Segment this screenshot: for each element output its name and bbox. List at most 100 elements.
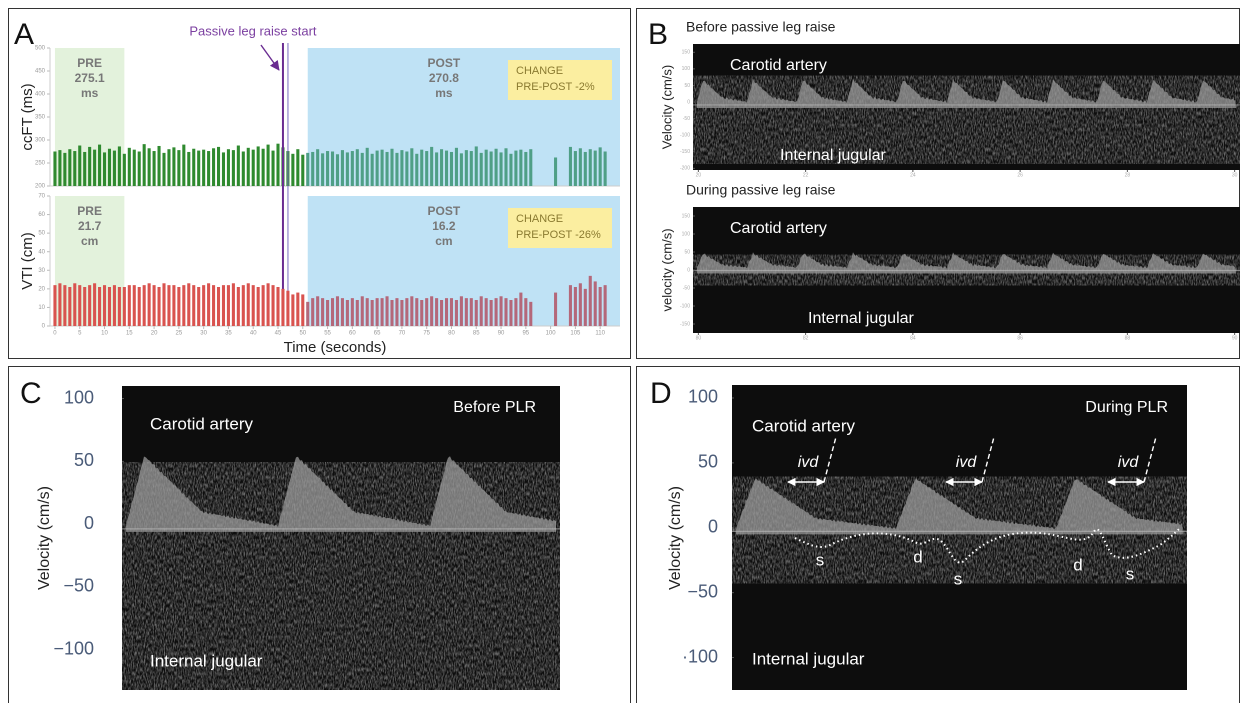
vessel-label: Internal jugular bbox=[752, 649, 865, 668]
bar bbox=[231, 150, 235, 186]
change-text: CHANGE bbox=[516, 213, 563, 225]
bar bbox=[152, 285, 156, 326]
bar bbox=[444, 298, 449, 326]
bar bbox=[78, 285, 82, 326]
bar bbox=[474, 146, 478, 186]
bar bbox=[405, 298, 409, 326]
corner-label: During PLR bbox=[1085, 399, 1168, 416]
x-tick-label: 40 bbox=[250, 331, 257, 337]
bar bbox=[375, 150, 379, 186]
bar bbox=[375, 298, 379, 326]
bar bbox=[316, 149, 320, 186]
x-tick-label: 85 bbox=[473, 331, 480, 337]
bar bbox=[554, 157, 558, 186]
bar bbox=[583, 288, 587, 326]
bar bbox=[147, 148, 151, 186]
ivd-label: ivd bbox=[1118, 454, 1140, 471]
bar bbox=[192, 285, 196, 326]
bar bbox=[147, 283, 151, 326]
x-tick-label: 75 bbox=[423, 331, 430, 337]
bar bbox=[177, 150, 181, 186]
bar bbox=[350, 298, 354, 326]
y-tick-label: 500 bbox=[35, 46, 46, 52]
bar bbox=[212, 285, 216, 326]
region-value: 16.2 bbox=[432, 219, 456, 233]
bar bbox=[464, 150, 468, 186]
bar bbox=[355, 300, 359, 326]
bar bbox=[197, 287, 201, 326]
bar bbox=[261, 148, 265, 186]
bar bbox=[256, 287, 260, 326]
x-tick-label: 22 bbox=[803, 172, 809, 178]
bar bbox=[93, 283, 97, 326]
bar bbox=[286, 290, 290, 326]
bar bbox=[464, 298, 468, 326]
image-title: During passive leg raise bbox=[686, 182, 836, 198]
bar bbox=[271, 285, 275, 326]
bar bbox=[355, 149, 359, 186]
s-label: s bbox=[816, 550, 825, 569]
bar bbox=[479, 296, 483, 326]
vessel-label: Internal jugular bbox=[780, 147, 887, 164]
bar bbox=[78, 145, 82, 186]
bar bbox=[127, 147, 131, 186]
bar bbox=[400, 300, 404, 326]
bar bbox=[236, 145, 240, 186]
d-label: d bbox=[913, 547, 922, 566]
bar bbox=[216, 287, 221, 326]
region-name: POST bbox=[428, 204, 461, 218]
panel-label: C bbox=[20, 377, 42, 410]
y-axis-title: Velocity (cm/s) bbox=[659, 65, 674, 150]
bar bbox=[192, 148, 196, 186]
bar bbox=[330, 151, 335, 186]
bar bbox=[474, 300, 478, 326]
x-tick-label: 30 bbox=[200, 331, 207, 337]
y-tick-label: 100 bbox=[688, 387, 718, 407]
bar bbox=[58, 150, 62, 186]
y-tick-label: 50 bbox=[698, 452, 718, 472]
y-tick-label: 100 bbox=[64, 387, 94, 407]
bar bbox=[226, 149, 230, 186]
y-tick-label: -100 bbox=[680, 133, 690, 139]
bar bbox=[83, 287, 87, 326]
bar bbox=[187, 151, 191, 186]
vessel-label: Carotid artery bbox=[150, 414, 253, 433]
bar bbox=[504, 148, 508, 186]
vessel-label: Carotid artery bbox=[730, 220, 827, 237]
bar bbox=[271, 150, 275, 186]
bar bbox=[603, 285, 607, 326]
bar bbox=[63, 152, 67, 186]
bar bbox=[573, 287, 577, 326]
bar bbox=[207, 151, 211, 186]
bar bbox=[499, 152, 503, 186]
bar bbox=[360, 296, 364, 326]
bar bbox=[177, 287, 181, 326]
bar bbox=[449, 151, 454, 186]
change-text: PRE-POST -26% bbox=[516, 229, 601, 241]
bar bbox=[231, 283, 235, 326]
panel-c-image bbox=[122, 386, 560, 690]
ivd-label: ivd bbox=[798, 454, 820, 471]
y-axis-title: velocity (cm/s) bbox=[659, 228, 674, 311]
bar bbox=[360, 152, 364, 186]
bar bbox=[435, 298, 439, 326]
bar bbox=[335, 154, 340, 186]
bar bbox=[241, 285, 245, 326]
bar bbox=[122, 287, 126, 326]
bar bbox=[73, 151, 77, 186]
x-tick-label: 105 bbox=[570, 331, 581, 337]
bar bbox=[137, 151, 141, 186]
bar bbox=[202, 285, 206, 326]
bar bbox=[157, 145, 161, 186]
y-tick-label: 50 bbox=[38, 231, 45, 237]
y-tick-label: 40 bbox=[38, 249, 45, 255]
bar bbox=[251, 149, 255, 186]
bar bbox=[449, 298, 454, 326]
x-tick-label: 80 bbox=[696, 335, 702, 341]
bar bbox=[256, 146, 260, 186]
change-box bbox=[508, 60, 612, 100]
bar bbox=[281, 288, 285, 326]
bar bbox=[420, 300, 424, 326]
